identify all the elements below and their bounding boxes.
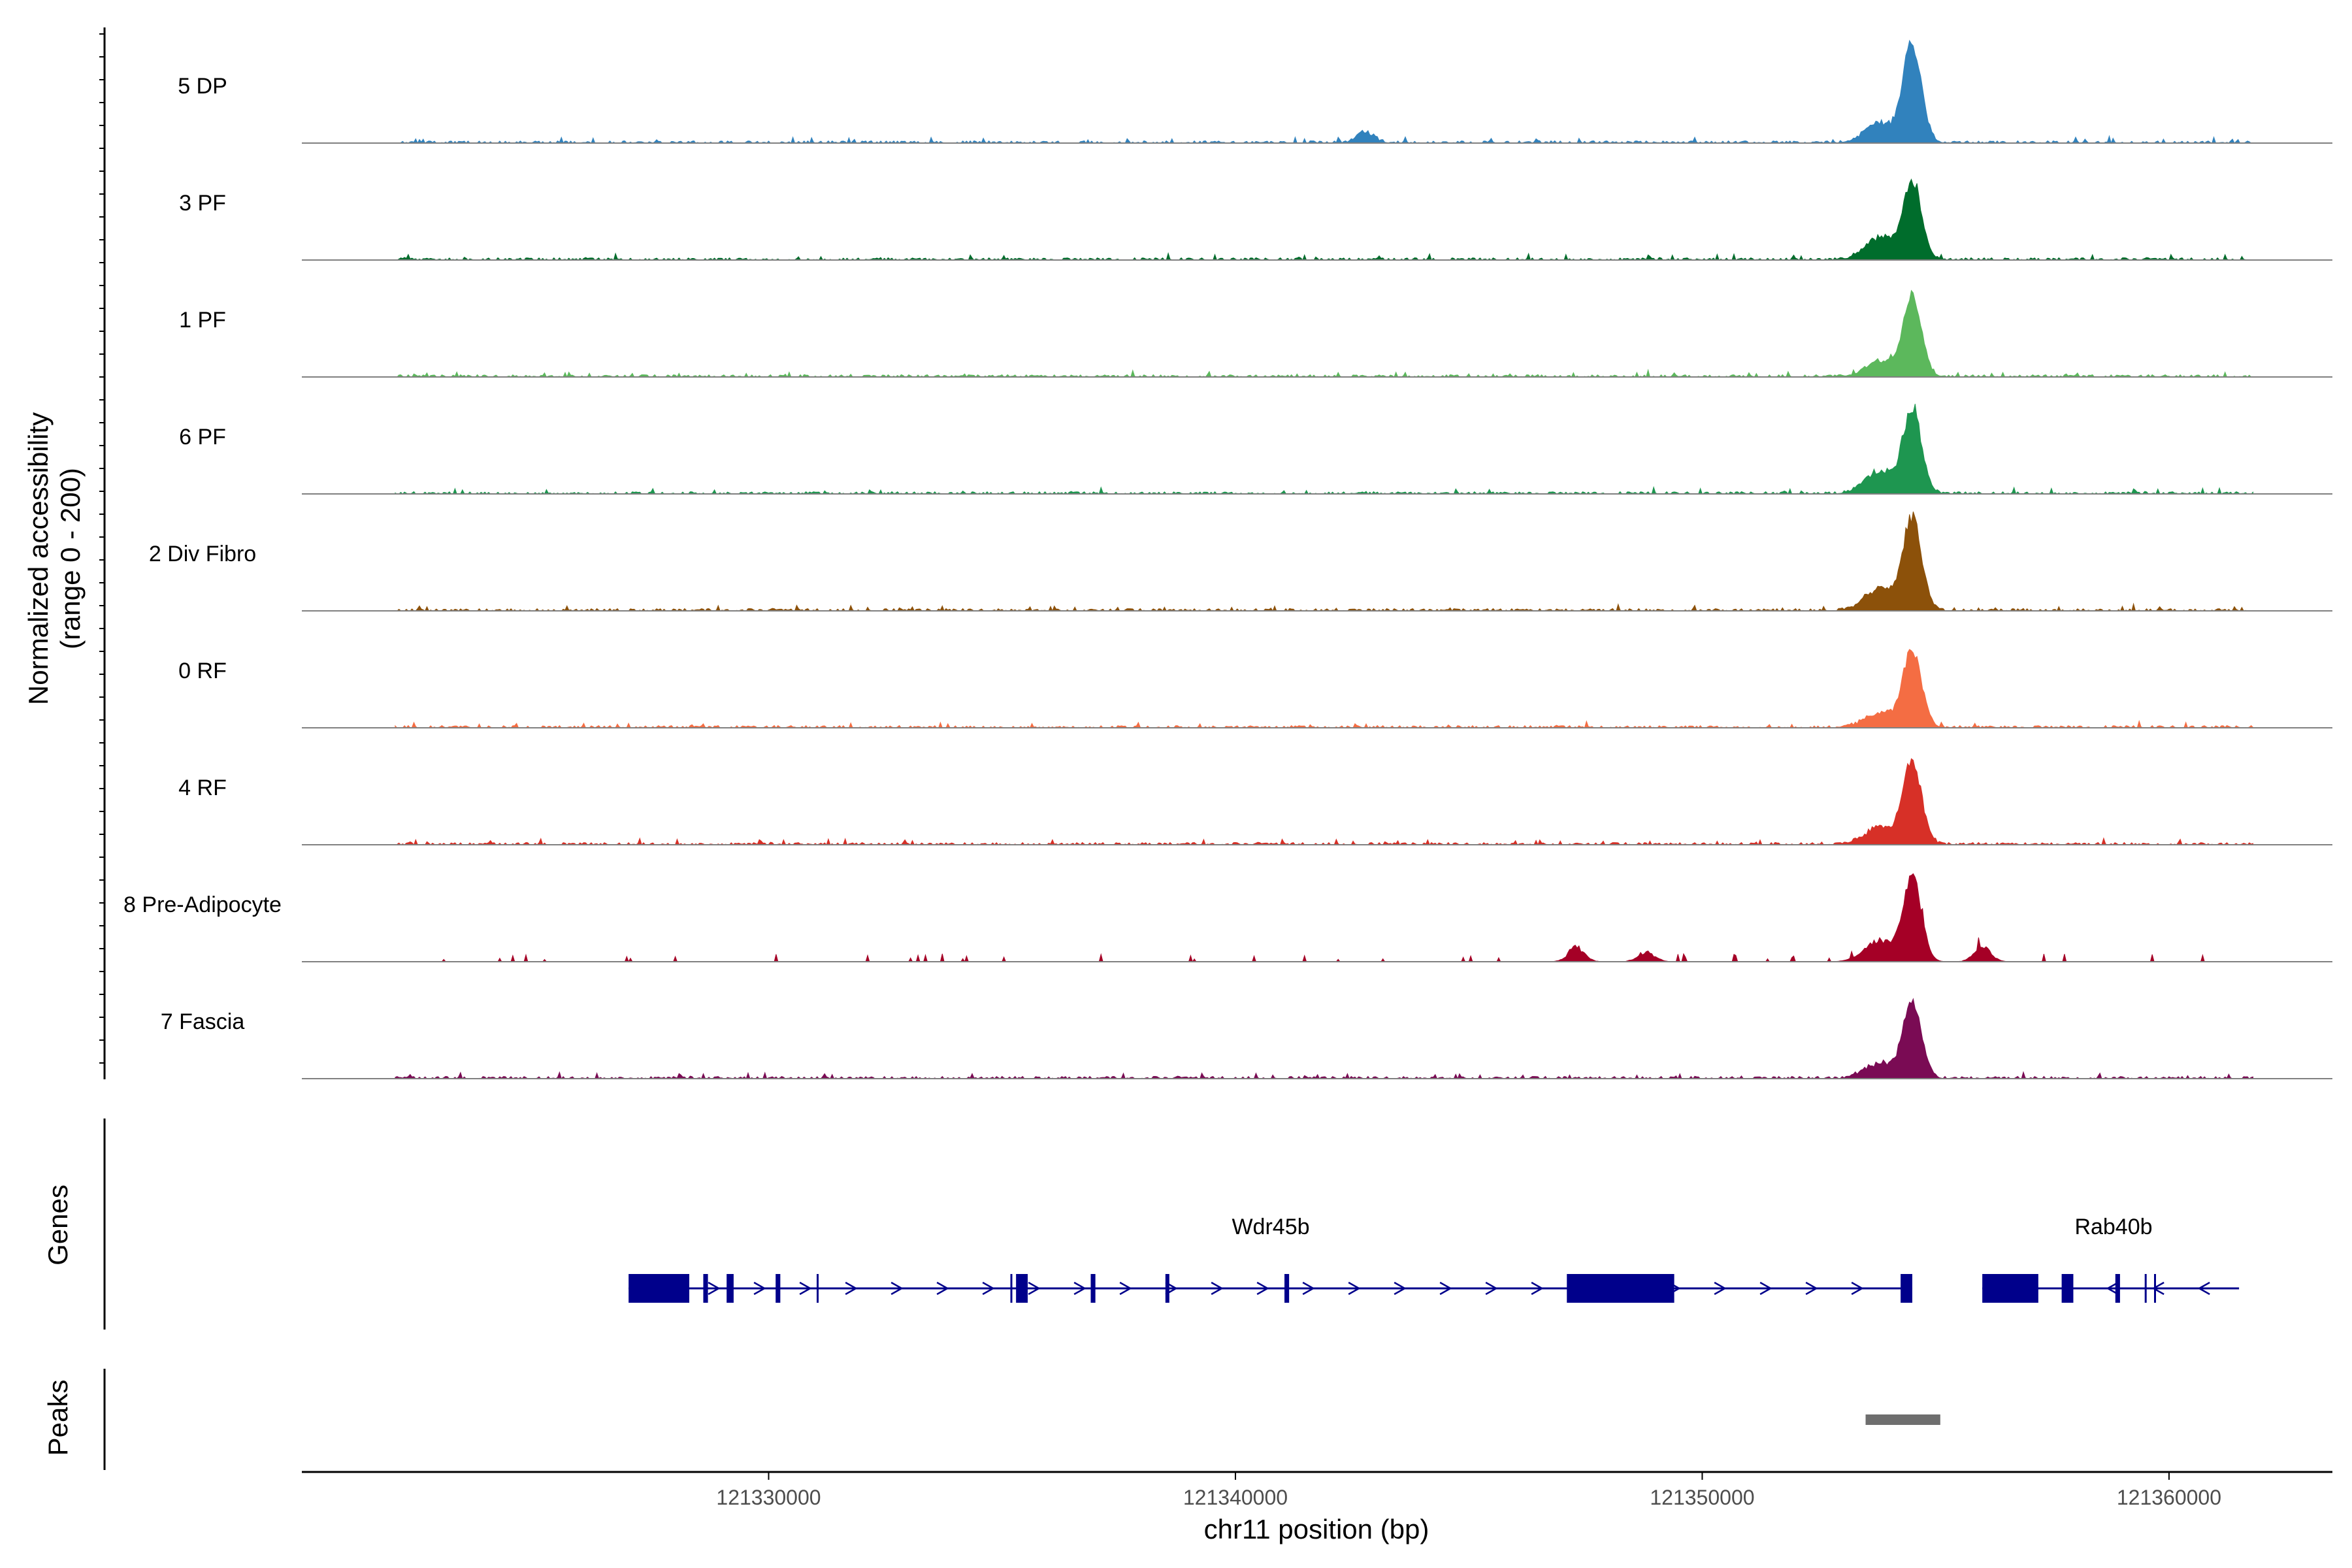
coverage-panel: 5 DP 3 PF 1 PF 6 PF 2 Div Fibro 0 RF 4 RF 8 Pre…	[99, 27, 2332, 1080]
strand-arrow	[845, 1281, 858, 1296]
strand-arrow	[1302, 1281, 1315, 1296]
y-axis-title-line1: Normalized accessibility	[23, 412, 54, 705]
coverage-area	[395, 649, 2253, 728]
exon-block	[703, 1274, 708, 1303]
coverage-area	[395, 289, 2253, 378]
x-tick-label: 121360000	[2117, 1486, 2221, 1509]
exon-block	[1982, 1274, 2038, 1303]
exon-block	[1567, 1274, 1674, 1303]
exon-block	[2115, 1274, 2120, 1303]
genes-panel: Wdr45b Rab40b	[103, 1119, 2240, 1330]
strand-arrow	[1759, 1281, 1772, 1296]
track-label: 7 Fascia	[161, 1009, 245, 1034]
x-tick-label: 121340000	[1183, 1486, 1288, 1509]
strand-arrow	[1485, 1281, 1498, 1296]
strand-arrow	[1714, 1281, 1727, 1296]
exon-block	[1090, 1274, 1096, 1303]
track-3: 6 PF	[179, 404, 2332, 495]
strand-arrow	[982, 1281, 995, 1296]
strand-arrow	[2197, 1281, 2210, 1296]
strand-arrow	[753, 1281, 766, 1296]
exon-block	[1165, 1274, 1169, 1303]
strand-arrow	[1851, 1281, 1864, 1296]
exon-block	[1016, 1274, 1028, 1303]
track-5: 0 RF	[178, 649, 2332, 728]
strand-arrow	[1805, 1281, 1818, 1296]
exon-block	[776, 1274, 781, 1303]
strand-arrow	[1531, 1281, 1544, 1296]
genes-panel-title: Genes	[42, 1184, 73, 1266]
x-axis: 121330000 121340000 121350000 121360000	[302, 1471, 2332, 1509]
gene-name-label: Wdr45b	[1232, 1215, 1309, 1239]
exon-block	[629, 1274, 690, 1303]
track-0: 5 DP	[178, 39, 2332, 144]
strand-arrow	[1348, 1281, 1361, 1296]
coverage-area	[395, 178, 2253, 261]
track-label: 3 PF	[179, 191, 226, 216]
strand-arrow	[936, 1281, 949, 1296]
exon-block	[1901, 1274, 1912, 1303]
coverage-area	[395, 998, 2253, 1080]
track-label: 8 Pre-Adipocyte	[123, 892, 282, 917]
gene-rab40b: Rab40b	[1982, 1215, 2240, 1303]
track-label: 6 PF	[179, 425, 226, 449]
coverage-area	[395, 873, 2253, 963]
x-axis-title: chr11 position (bp)	[1204, 1514, 1429, 1544]
strand-arrow	[1256, 1281, 1269, 1296]
strand-arrow	[890, 1281, 904, 1296]
track-label: 4 RF	[178, 776, 227, 800]
track-label: 0 RF	[178, 659, 227, 683]
track-label: 1 PF	[179, 308, 226, 333]
coverage-area	[395, 511, 2253, 612]
exon-block	[1284, 1274, 1290, 1303]
strand-arrow	[708, 1281, 721, 1296]
track-4: 2 Div Fibro	[149, 511, 2332, 612]
track-1: 3 PF	[179, 178, 2332, 261]
strand-arrow	[1394, 1281, 1407, 1296]
strand-arrow	[2106, 1281, 2119, 1296]
x-tick-label: 121350000	[1650, 1486, 1754, 1509]
track-6: 4 RF	[178, 758, 2332, 846]
track-label: 5 DP	[178, 74, 227, 99]
strand-arrow	[1073, 1281, 1086, 1296]
strand-arrow	[1439, 1281, 1452, 1296]
strand-arrow	[2151, 1281, 2164, 1296]
coverage-area	[395, 758, 2253, 846]
track-8: 7 Fascia	[161, 998, 2332, 1080]
coverage-area	[395, 404, 2253, 495]
track-2: 1 PF	[179, 289, 2332, 378]
track-7: 8 Pre-Adipocyte	[123, 873, 2332, 963]
x-tick-label: 121330000	[716, 1486, 821, 1509]
gene-name-label: Rab40b	[2074, 1215, 2152, 1239]
strand-arrow	[1119, 1281, 1132, 1296]
track-label: 2 Div Fibro	[149, 542, 256, 566]
exon-block	[727, 1274, 734, 1303]
peaks-panel-title: Peaks	[42, 1380, 73, 1456]
strand-arrow	[799, 1281, 812, 1296]
gene-wdr45b: Wdr45b	[629, 1215, 1912, 1303]
peak-region	[1865, 1414, 1940, 1425]
exon-block	[2061, 1274, 2074, 1303]
y-axis-title-line2: (range 0 - 200)	[55, 468, 86, 649]
peaks-panel	[103, 1369, 1940, 1470]
strand-arrow	[1028, 1281, 1041, 1296]
coverage-area	[395, 39, 2253, 144]
strand-arrow	[1211, 1281, 1224, 1296]
